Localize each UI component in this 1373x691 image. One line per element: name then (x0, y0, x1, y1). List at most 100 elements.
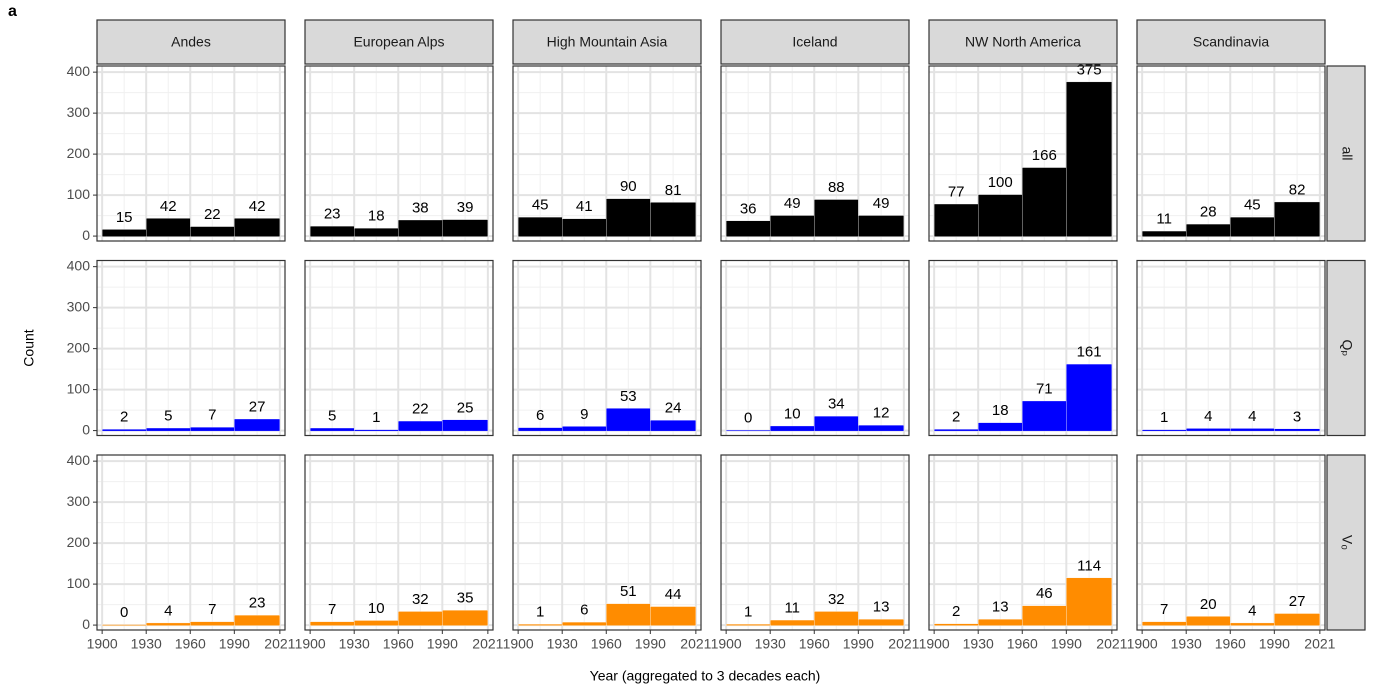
panel-border (304, 65, 494, 242)
panel-border (1136, 65, 1326, 242)
x-tick-label: 2021 (680, 636, 711, 652)
data-label: 18 (992, 402, 1009, 419)
bar (1022, 400, 1067, 432)
x-tick-label: 1960 (1215, 636, 1246, 652)
data-label: 114 (1077, 557, 1101, 574)
data-label: 71 (1036, 380, 1053, 397)
bar (1274, 201, 1321, 237)
data-label: 7 (208, 601, 216, 618)
facet-title: Scandinavia (1193, 34, 1269, 50)
bar (101, 229, 147, 237)
bar (146, 427, 191, 432)
y-tick-label: 0 (82, 227, 90, 243)
x-tick-label: 1930 (339, 636, 370, 652)
facet-row-title: Qₚ (1339, 340, 1355, 357)
x-tick-label: 1960 (1007, 636, 1038, 652)
data-label: 4 (1248, 602, 1256, 619)
data-label: 11 (784, 600, 800, 617)
facet-title: Iceland (792, 34, 837, 50)
y-tick-label: 200 (67, 145, 91, 161)
bar (442, 610, 489, 626)
bar (354, 620, 399, 626)
bar (725, 624, 771, 626)
data-label: 35 (457, 590, 474, 607)
data-label: 39 (457, 199, 474, 216)
bar (858, 425, 905, 432)
x-tick-label: 1960 (383, 636, 414, 652)
bar (650, 202, 697, 237)
bar (442, 219, 489, 237)
x-tick-label: 2021 (1096, 636, 1127, 652)
data-label: 1 (372, 409, 380, 426)
bar (1230, 622, 1275, 626)
y-tick-label: 200 (67, 339, 91, 355)
bar (650, 420, 697, 432)
data-label: 7 (1160, 601, 1168, 618)
data-label: 5 (164, 408, 172, 425)
data-label: 25 (457, 399, 474, 416)
data-label: 49 (784, 195, 801, 212)
panel-border (720, 259, 910, 437)
data-label: 2 (952, 603, 960, 620)
facet-row-title: V₀ (1339, 535, 1355, 550)
y-tick-label: 300 (67, 298, 91, 314)
data-label: 38 (412, 199, 429, 216)
data-label: 1 (536, 604, 544, 621)
x-tick-label: 1990 (219, 636, 250, 652)
x-tick-label: 2021 (888, 636, 919, 652)
bar (354, 228, 399, 237)
bar (978, 619, 1023, 626)
facet-strip (304, 19, 494, 65)
bar (354, 429, 399, 432)
bar (398, 219, 443, 237)
bar (606, 603, 651, 626)
panel-border (720, 65, 910, 242)
x-tick-label: 1990 (635, 636, 666, 652)
bar (770, 215, 815, 237)
facet-row-title: all (1339, 146, 1355, 160)
panel-border (304, 259, 494, 437)
data-label: 15 (116, 209, 133, 226)
bar (933, 203, 979, 237)
panel-border (1136, 454, 1326, 631)
data-label: 82 (1289, 181, 1306, 198)
facet-strip (1136, 19, 1326, 65)
data-label: 7 (328, 601, 336, 618)
data-label: 3 (1293, 408, 1301, 425)
x-tick-label: 1990 (1051, 636, 1082, 652)
data-label: 5 (328, 408, 336, 425)
panel-border (512, 454, 702, 631)
bar (562, 621, 607, 626)
facet-strip (512, 19, 702, 65)
bar (562, 426, 607, 432)
data-label: 46 (1036, 585, 1053, 602)
x-tick-label: 1930 (755, 636, 786, 652)
data-label: 90 (620, 178, 637, 195)
x-tick-label: 1990 (843, 636, 874, 652)
data-label: 0 (744, 410, 752, 427)
data-label: 36 (740, 200, 757, 217)
data-label: 28 (1200, 204, 1217, 221)
y-tick-label: 300 (67, 104, 91, 120)
panel-border (720, 454, 910, 631)
y-tick-label: 0 (82, 421, 90, 437)
bar (606, 408, 651, 432)
bar (101, 624, 147, 626)
bar (398, 420, 443, 432)
x-tick-label: 1900 (295, 636, 326, 652)
panel-label: a (8, 3, 17, 20)
y-tick-label: 400 (67, 257, 91, 273)
data-label: 53 (620, 388, 637, 405)
bar (1141, 230, 1187, 237)
bar (1186, 428, 1231, 432)
bar (933, 429, 979, 432)
data-label: 100 (988, 174, 1013, 191)
x-axis-label: Year (aggregated to 3 decades each) (590, 668, 821, 684)
y-tick-label: 400 (67, 63, 91, 79)
x-tick-label: 1900 (503, 636, 534, 652)
data-label: 32 (412, 591, 429, 608)
facet-strip (1326, 259, 1366, 437)
x-tick-label: 1960 (175, 636, 206, 652)
x-tick-label: 1900 (1127, 636, 1158, 652)
